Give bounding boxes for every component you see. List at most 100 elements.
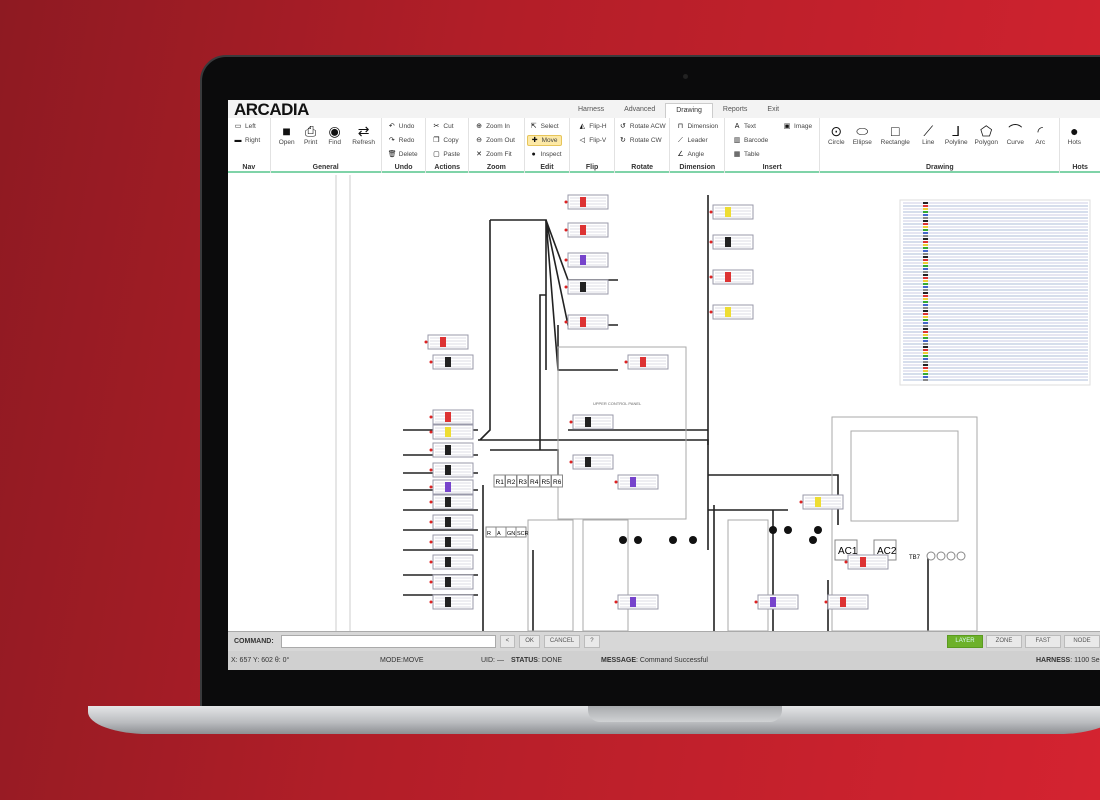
table-button[interactable]: ▦ Table xyxy=(733,151,760,158)
polygon-tool[interactable]: ⬠ Polygon xyxy=(972,123,1000,146)
wire-table xyxy=(429,409,474,425)
connector-pin xyxy=(669,536,677,544)
line-tool[interactable]: ⟋ Line xyxy=(914,123,942,146)
wire-list-row xyxy=(903,253,1088,255)
polyline-icon: ⅃ xyxy=(952,123,961,139)
resistor-label: R1 xyxy=(496,479,505,486)
line-icon: ⟋ xyxy=(923,123,934,139)
polyline-tool[interactable]: ⅃ Polyline xyxy=(942,123,970,146)
paste-button[interactable]: ▢ Paste xyxy=(433,151,461,158)
flip-h-button[interactable]: ◭ Flip-H xyxy=(579,123,607,130)
wire-list-row xyxy=(903,205,1088,207)
fast-button[interactable]: FAST xyxy=(1025,635,1061,648)
select-button[interactable]: ⇱ Select xyxy=(530,123,559,130)
delete-button[interactable]: 🗑 Delete xyxy=(387,151,418,158)
move-icon: ✚ xyxy=(531,137,538,144)
cut-button[interactable]: ✂ Cut xyxy=(433,123,454,130)
rotate-cw-button[interactable]: ↻ Rotate CW xyxy=(619,137,662,144)
node-button[interactable]: NODE xyxy=(1064,635,1100,648)
wire-list-row xyxy=(903,244,1088,246)
print-button[interactable]: ⎙ Print xyxy=(297,123,325,146)
wire-list-row xyxy=(903,214,1088,216)
wire-list-row xyxy=(903,220,1088,222)
inspect-button[interactable]: ● Inspect xyxy=(531,151,562,158)
nav-right-button[interactable]: ▬ Right xyxy=(234,137,261,144)
wire-table xyxy=(564,222,609,238)
refresh-button[interactable]: ⇄ Refresh xyxy=(349,123,379,146)
wire-list-row xyxy=(903,226,1088,228)
tab-harness[interactable]: Harness xyxy=(578,106,605,113)
zoom-fit-button[interactable]: ✕ Zoom Fit xyxy=(476,151,512,158)
hotspot-icon: ● xyxy=(1070,123,1079,139)
move-button[interactable]: ✚ Move xyxy=(526,135,562,146)
image-button[interactable]: ▣ Image xyxy=(783,123,813,130)
tab-advanced[interactable]: Advanced xyxy=(624,106,656,113)
refresh-icon: ⇄ xyxy=(357,123,370,139)
open-button[interactable]: ■ Open xyxy=(273,123,301,146)
wire-list-row xyxy=(903,223,1088,225)
wire-list-row xyxy=(903,373,1088,375)
tab-drawing[interactable]: Drawing xyxy=(665,103,713,118)
curve-tool[interactable]: ⌒ Curve xyxy=(1001,123,1029,146)
zone-button[interactable]: ZONE xyxy=(986,635,1022,648)
rectangle-tool[interactable]: □ Rectangle xyxy=(878,123,912,146)
wire-table xyxy=(709,204,754,220)
wire-list-row xyxy=(903,355,1088,357)
wire-table xyxy=(564,314,609,330)
find-button[interactable]: ◉ Find xyxy=(321,123,349,146)
zoom-in-icon: ⊕ xyxy=(476,123,482,130)
wire-table xyxy=(429,534,474,550)
dimension-button[interactable]: ⊓ Dimension xyxy=(677,123,719,130)
cancel-button[interactable]: CANCEL xyxy=(543,635,581,648)
undo-button[interactable]: ↶ Undo xyxy=(388,123,415,130)
wire-table xyxy=(424,334,469,350)
group-nav: ▭ Left ▬ Right Nav xyxy=(228,118,271,173)
layer-button[interactable]: LAYER xyxy=(947,635,983,648)
text-button[interactable]: A Text xyxy=(734,123,756,130)
copy-button[interactable]: ❐ Copy xyxy=(433,137,459,144)
wire-table xyxy=(429,479,474,495)
rotate-acw-button[interactable]: ↺ Rotate ACW xyxy=(619,123,666,130)
help-button[interactable]: ? xyxy=(584,635,600,648)
wire-list-row xyxy=(903,304,1088,306)
find-icon: ◉ xyxy=(328,123,341,139)
wire-list-row xyxy=(903,310,1088,312)
ellipse-tool[interactable]: ⬭ Ellipse xyxy=(848,123,876,146)
hotspot-tool[interactable]: ● Hots xyxy=(1060,123,1088,146)
group-label: Rotate xyxy=(631,164,654,171)
wire-list-row xyxy=(903,295,1088,297)
connector-pin xyxy=(689,536,697,544)
nav-left-button[interactable]: ▭ Left xyxy=(234,123,256,130)
circle-tool[interactable]: ⊙ Circle xyxy=(822,123,850,146)
drawing-canvas[interactable]: UPPER CONTROL PANEL R1 R2 R3 R4 R5 R6 R A GND SC… xyxy=(228,175,1100,632)
flip-v-button[interactable]: ◁ Flip-V xyxy=(579,137,607,144)
wire-table xyxy=(429,574,474,590)
ok-button[interactable]: OK xyxy=(519,635,540,648)
zoom-in-button[interactable]: ⊕ Zoom In xyxy=(476,123,510,130)
tab-exit[interactable]: Exit xyxy=(767,106,780,113)
wire-list-row xyxy=(903,349,1088,351)
arc-tool[interactable]: ◜ Arc xyxy=(1026,123,1054,146)
ac1-label: AC1 xyxy=(838,546,858,557)
group-label: Hots xyxy=(1072,164,1088,171)
barcode-button[interactable]: ▥ Barcode xyxy=(733,137,769,144)
mode-buttons: LAYER ZONE FAST NODE xyxy=(947,635,1100,648)
group-label: Actions xyxy=(434,164,461,171)
back-button[interactable]: < xyxy=(499,635,516,648)
zoom-out-button[interactable]: ⊖ Zoom Out xyxy=(476,137,515,144)
wire-list-row xyxy=(903,250,1088,252)
wire-table xyxy=(614,474,659,490)
wire-table xyxy=(569,454,614,470)
wire-table xyxy=(429,494,474,510)
wire-list-row xyxy=(903,298,1088,300)
redo-button[interactable]: ↷ Redo xyxy=(388,137,415,144)
angle-button[interactable]: ∠ Angle xyxy=(677,151,705,158)
leader-button[interactable]: ⟋ Leader xyxy=(678,137,708,144)
resistor-box xyxy=(551,474,563,488)
image-icon: ▣ xyxy=(783,123,791,130)
command-input[interactable] xyxy=(280,635,496,648)
schematic[interactable]: UPPER CONTROL PANEL R1 R2 R3 R4 R5 R6 R A GNDSC… xyxy=(228,175,1100,632)
tab-reports[interactable]: Reports xyxy=(722,106,748,113)
wire-table xyxy=(844,554,889,570)
